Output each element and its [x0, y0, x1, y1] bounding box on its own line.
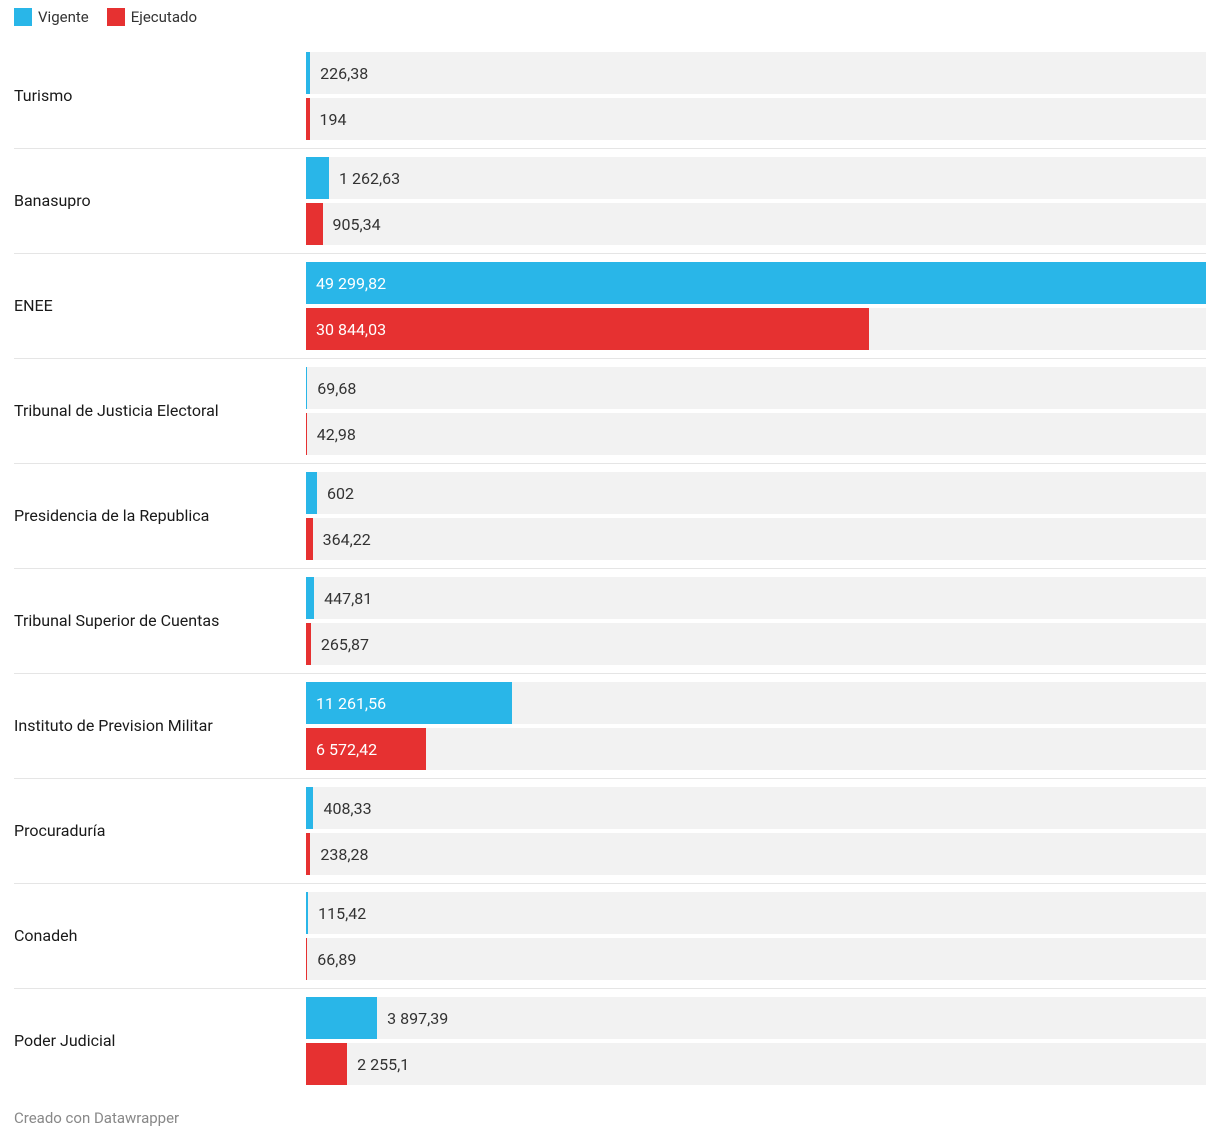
- bar-ejecutado: [306, 413, 307, 455]
- bar-ejecutado: [306, 1043, 347, 1085]
- bars-wrap: 115,42 66,89: [306, 892, 1206, 980]
- value-label-ejecutado: 30 844,03: [316, 308, 1198, 350]
- bar-ejecutado: [306, 623, 311, 665]
- value-label-vigente: 602: [327, 472, 354, 514]
- bar-track-vigente: 69,68: [306, 367, 1206, 409]
- bar-ejecutado: [306, 98, 310, 140]
- chart-row: Instituto de Prevision Militar11 261,566…: [14, 673, 1206, 778]
- bar-track-ejecutado: 30 844,03: [306, 308, 1206, 350]
- bar-track-ejecutado: 364,22: [306, 518, 1206, 560]
- bar-track-ejecutado: 66,89: [306, 938, 1206, 980]
- bar-vigente: [306, 787, 313, 829]
- bar-track-ejecutado: 905,34: [306, 203, 1206, 245]
- bar-track-vigente: 226,38: [306, 52, 1206, 94]
- value-label-ejecutado: 265,87: [321, 623, 369, 665]
- bar-ejecutado: [306, 938, 307, 980]
- bar-ejecutado: [306, 203, 323, 245]
- value-label-vigente: 115,42: [318, 892, 366, 934]
- value-label-ejecutado: 194: [320, 98, 347, 140]
- chart-row: Poder Judicial3 897,392 255,1: [14, 988, 1206, 1093]
- bar-track-ejecutado: 6 572,42: [306, 728, 1206, 770]
- category-label: Procuraduría: [14, 821, 306, 842]
- value-label-vigente: 11 261,56: [316, 682, 1198, 724]
- bars-wrap: 49 299,8230 844,03: [306, 262, 1206, 350]
- bar-track-ejecutado: 42,98: [306, 413, 1206, 455]
- credit: Creado con Datawrapper: [14, 1109, 1206, 1127]
- legend-item-vigente: Vigente: [14, 8, 89, 26]
- bars-wrap: 69,68 42,98: [306, 367, 1206, 455]
- value-label-vigente: 1 262,63: [339, 157, 400, 199]
- bar-track-ejecutado: 2 255,1: [306, 1043, 1206, 1085]
- chart-row: Procuraduría408,33238,28: [14, 778, 1206, 883]
- value-label-ejecutado: 364,22: [323, 518, 371, 560]
- chart-row: Tribunal Superior de Cuentas447,81265,87: [14, 568, 1206, 673]
- bars-wrap: 11 261,566 572,42: [306, 682, 1206, 770]
- chart-row: ENEE49 299,8230 844,03: [14, 253, 1206, 358]
- bar-vigente: [306, 997, 377, 1039]
- category-label: ENEE: [14, 296, 306, 317]
- bar-track-vigente: 3 897,39: [306, 997, 1206, 1039]
- bars-wrap: 408,33238,28: [306, 787, 1206, 875]
- chart-row: Tribunal de Justicia Electoral 69,68 42,98: [14, 358, 1206, 463]
- value-label-vigente: 447,81: [324, 577, 372, 619]
- legend-item-ejecutado: Ejecutado: [107, 8, 197, 26]
- bars-wrap: 3 897,392 255,1: [306, 997, 1206, 1085]
- category-label: Turismo: [14, 86, 306, 107]
- value-label-vigente: 408,33: [323, 787, 371, 829]
- bar-chart: Turismo226,38194Banasupro1 262,63905,34E…: [14, 44, 1206, 1093]
- category-label: Poder Judicial: [14, 1031, 306, 1052]
- category-label: Banasupro: [14, 191, 306, 212]
- legend: Vigente Ejecutado: [14, 8, 1206, 26]
- value-label-ejecutado: 42,98: [317, 413, 356, 455]
- bars-wrap: 602 364,22: [306, 472, 1206, 560]
- bar-ejecutado: [306, 833, 310, 875]
- swatch-ejecutado: [107, 8, 125, 26]
- bar-vigente: [306, 52, 310, 94]
- chart-row: Banasupro1 262,63905,34: [14, 148, 1206, 253]
- bar-track-ejecutado: 194: [306, 98, 1206, 140]
- bar-track-vigente: 1 262,63: [306, 157, 1206, 199]
- bar-track-vigente: 115,42: [306, 892, 1206, 934]
- bars-wrap: 447,81265,87: [306, 577, 1206, 665]
- bar-track-vigente: 447,81: [306, 577, 1206, 619]
- bar-track-ejecutado: 265,87: [306, 623, 1206, 665]
- category-label: Tribunal de Justicia Electoral: [14, 401, 306, 422]
- value-label-vigente: 69,68: [317, 367, 356, 409]
- value-label-ejecutado: 66,89: [317, 938, 356, 980]
- legend-label-ejecutado: Ejecutado: [131, 8, 197, 26]
- category-label: Instituto de Prevision Militar: [14, 716, 306, 737]
- bar-vigente: [306, 157, 329, 199]
- chart-row: Conadeh 115,42 66,89: [14, 883, 1206, 988]
- bar-track-vigente: 602: [306, 472, 1206, 514]
- legend-label-vigente: Vigente: [38, 8, 89, 26]
- category-label: Presidencia de la Republica: [14, 506, 306, 527]
- value-label-ejecutado: 905,34: [333, 203, 381, 245]
- bar-vigente: [306, 577, 314, 619]
- bar-track-vigente: 11 261,56: [306, 682, 1206, 724]
- bar-vigente: [306, 472, 317, 514]
- swatch-vigente: [14, 8, 32, 26]
- bar-vigente: [306, 892, 308, 934]
- bars-wrap: 226,38 194: [306, 52, 1206, 140]
- value-label-ejecutado: 238,28: [320, 833, 368, 875]
- value-label-vigente: 49 299,82: [316, 262, 1198, 304]
- bar-track-vigente: 408,33: [306, 787, 1206, 829]
- bar-track-vigente: 49 299,82: [306, 262, 1206, 304]
- bar-track-ejecutado: 238,28: [306, 833, 1206, 875]
- bar-ejecutado: [306, 518, 313, 560]
- chart-row: Turismo 226,38 194: [14, 44, 1206, 148]
- value-label-vigente: 226,38: [320, 52, 368, 94]
- category-label: Conadeh: [14, 926, 306, 947]
- value-label-ejecutado: 6 572,42: [316, 728, 1198, 770]
- value-label-vigente: 3 897,39: [387, 997, 448, 1039]
- bars-wrap: 1 262,63905,34: [306, 157, 1206, 245]
- chart-row: Presidencia de la Republica 602 364,22: [14, 463, 1206, 568]
- bar-vigente: [306, 367, 307, 409]
- category-label: Tribunal Superior de Cuentas: [14, 611, 306, 632]
- value-label-ejecutado: 2 255,1: [357, 1043, 409, 1085]
